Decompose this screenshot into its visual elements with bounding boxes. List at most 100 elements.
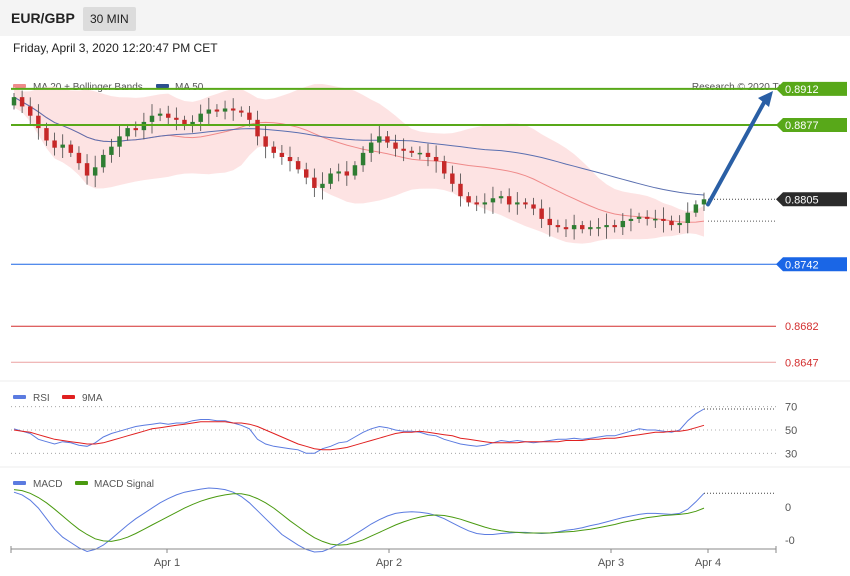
candle-body <box>450 173 455 184</box>
rsi-panel: 70 50 30 <box>11 402 797 460</box>
candle <box>166 105 171 126</box>
candle <box>36 104 41 140</box>
forecast-arrow-head <box>758 90 773 107</box>
candle-body <box>417 152 423 155</box>
candle <box>490 186 496 214</box>
candle-body <box>19 97 25 107</box>
candle <box>304 162 309 185</box>
support-1-label: 0.8682 <box>785 321 819 333</box>
candle-body <box>588 227 593 230</box>
candle <box>157 108 163 122</box>
candle-body <box>385 136 390 143</box>
candle <box>271 141 276 159</box>
candle <box>287 146 293 172</box>
candle-body <box>620 220 626 228</box>
candle-body <box>693 204 699 213</box>
candle <box>336 163 341 182</box>
candle-body <box>466 196 471 203</box>
candle-body <box>409 150 414 153</box>
candle-body <box>482 202 488 205</box>
candle-body <box>320 183 325 188</box>
candle <box>385 130 390 148</box>
candle-body <box>295 161 301 170</box>
macd-line <box>13 487 705 553</box>
x-tick-label: Apr 4 <box>695 557 721 569</box>
candle <box>677 215 682 233</box>
candle <box>588 220 593 236</box>
candle <box>11 93 17 110</box>
candle-body <box>636 216 642 219</box>
candle-body <box>182 119 187 127</box>
candle-body <box>401 148 406 151</box>
candle-body <box>571 225 577 230</box>
moving-averages <box>13 96 705 223</box>
candle-body <box>11 97 17 106</box>
candle <box>458 173 463 207</box>
candle <box>44 122 49 146</box>
x-tick-label: Apr 2 <box>376 557 402 569</box>
candle <box>28 97 33 125</box>
candle <box>377 124 382 155</box>
candle <box>174 107 179 131</box>
candle-body <box>166 113 171 118</box>
price-levels: 0.8912 0.8877 0.8742 0.8682 0.8647 0.8805 <box>11 81 847 369</box>
candle-body <box>230 108 236 111</box>
candle <box>19 90 25 114</box>
candle-body <box>377 136 382 143</box>
candle <box>661 207 666 233</box>
candle <box>320 172 325 200</box>
candle <box>701 192 707 212</box>
candle <box>182 115 187 131</box>
x-tick-label: Apr 1 <box>154 557 180 569</box>
candle-body <box>60 144 65 148</box>
candle-body <box>644 216 650 219</box>
rsi-ma-line <box>13 421 705 451</box>
candle <box>328 168 333 190</box>
candle-body <box>515 202 520 205</box>
timeframe-badge[interactable]: 30 MIN <box>83 7 136 31</box>
candle-body <box>101 154 106 168</box>
candle <box>393 134 398 157</box>
candle <box>279 145 285 165</box>
candle-body <box>555 225 561 228</box>
candle-body <box>628 218 634 221</box>
candle <box>360 146 366 172</box>
rsi-tick-label: 30 <box>785 448 797 460</box>
candle <box>498 190 504 204</box>
candle-body <box>117 136 122 147</box>
candle-body <box>604 225 609 228</box>
candle-body <box>198 113 203 122</box>
candle <box>255 110 260 146</box>
ma50-legend-swatch <box>156 84 169 88</box>
macd-tick-label: -0 <box>785 535 795 547</box>
forecast-arrow <box>706 90 773 207</box>
candle <box>417 146 423 160</box>
candle <box>409 146 414 157</box>
candle-body <box>425 152 431 157</box>
candle <box>620 213 626 235</box>
candle-body <box>174 117 179 120</box>
copyright-text: Research © 2020 Trading Central <box>692 82 841 93</box>
candle <box>555 219 561 233</box>
candle-body <box>271 146 276 153</box>
candle-body <box>344 171 350 176</box>
candle <box>482 193 488 214</box>
candle <box>644 210 650 226</box>
candle-body <box>677 223 682 226</box>
candle-body <box>393 142 398 149</box>
candle-body <box>68 144 74 153</box>
candle <box>352 161 358 180</box>
candle <box>141 112 147 140</box>
resistance-2-label-badge <box>776 118 847 132</box>
ma50-line <box>13 96 705 196</box>
rsi-tick-label: 70 <box>785 402 797 414</box>
candle-body <box>563 227 569 230</box>
candle <box>109 138 114 163</box>
candle-body <box>352 165 358 176</box>
candle <box>523 198 528 209</box>
candle-body <box>279 152 285 157</box>
macd-signal-legend-label: MACD Signal <box>94 479 154 490</box>
candle-body <box>531 204 536 209</box>
ma50-legend-label: MA 50 <box>175 82 204 93</box>
